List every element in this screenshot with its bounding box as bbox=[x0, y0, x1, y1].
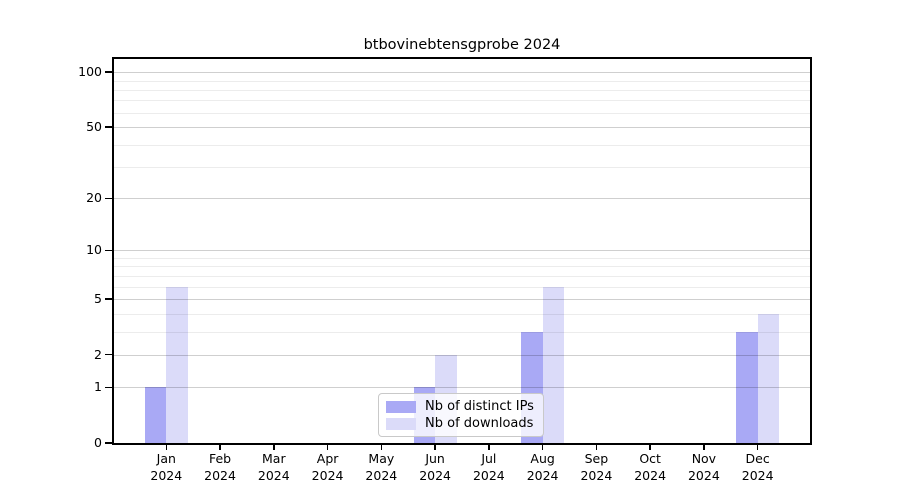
y-axis-tick bbox=[105, 126, 112, 128]
y-axis-tick bbox=[105, 353, 112, 356]
x-tick-label: Sep 2024 bbox=[580, 451, 613, 483]
chart-title: btbovinebtensgprobe 2024 bbox=[363, 37, 561, 53]
bar-aug-downloads bbox=[542, 286, 565, 443]
legend-label-distinct-ips: Nb of distinct IPs bbox=[425, 399, 534, 414]
x-tick-label: Feb 2024 bbox=[204, 451, 236, 483]
bar-dec-downloads bbox=[757, 313, 780, 443]
legend-swatch-downloads-icon bbox=[386, 417, 416, 430]
x-axis-tick bbox=[380, 445, 383, 450]
major-gridline bbox=[114, 299, 810, 301]
x-axis-tick bbox=[541, 445, 544, 450]
minor-gridline bbox=[114, 286, 810, 288]
y-tick-label: 10 bbox=[86, 242, 102, 258]
x-tick-label: Nov 2024 bbox=[687, 451, 720, 483]
x-tick-label: Dec 2024 bbox=[741, 451, 774, 483]
legend-swatch-distinct-ips-icon bbox=[386, 400, 416, 413]
minor-gridline bbox=[114, 331, 810, 333]
x-axis-tick bbox=[273, 445, 275, 450]
minor-gridline bbox=[114, 112, 810, 114]
bar-jan-downloads bbox=[166, 286, 188, 443]
y-tick-label: 5 bbox=[94, 291, 102, 307]
x-tick-label: Oct 2024 bbox=[634, 451, 667, 483]
x-axis-tick bbox=[703, 445, 705, 450]
x-tick-label: Jan 2024 bbox=[150, 451, 183, 483]
y-tick-label: 1 bbox=[94, 379, 102, 395]
y-axis-tick bbox=[105, 249, 112, 252]
bar-dec-distinct-ips bbox=[736, 331, 758, 443]
major-gridline bbox=[114, 250, 810, 252]
x-axis-tick bbox=[326, 445, 329, 450]
y-axis-tick bbox=[105, 386, 112, 389]
x-axis-tick bbox=[649, 445, 651, 450]
minor-gridline bbox=[114, 80, 810, 82]
major-gridline bbox=[114, 354, 810, 356]
minor-gridline bbox=[114, 275, 810, 277]
major-gridline bbox=[114, 127, 810, 129]
y-tick-label: 20 bbox=[86, 190, 102, 206]
y-axis-tick bbox=[105, 197, 112, 200]
minor-gridline bbox=[114, 144, 810, 146]
legend-label-downloads: Nb of downloads bbox=[425, 416, 534, 431]
x-tick-label: Aug 2024 bbox=[526, 451, 559, 483]
x-tick-label: Mar 2024 bbox=[257, 451, 290, 483]
x-axis-tick bbox=[595, 445, 598, 450]
x-axis-tick bbox=[219, 445, 221, 450]
y-axis-tick bbox=[105, 71, 112, 73]
x-tick-label: Apr 2024 bbox=[311, 451, 344, 483]
x-axis-tick bbox=[434, 445, 436, 450]
minor-gridline bbox=[114, 89, 810, 91]
minor-gridline bbox=[114, 167, 810, 169]
x-axis-tick bbox=[756, 445, 759, 450]
major-gridline bbox=[114, 387, 810, 389]
y-tick-label: 2 bbox=[94, 346, 102, 362]
x-axis-tick bbox=[165, 445, 168, 450]
minor-gridline bbox=[114, 266, 810, 268]
minor-gridline bbox=[114, 100, 810, 102]
minor-gridline bbox=[114, 313, 810, 315]
x-tick-label: Jun 2024 bbox=[419, 451, 451, 483]
minor-gridline bbox=[114, 257, 810, 259]
y-axis-tick bbox=[105, 298, 112, 300]
y-tick-label: 50 bbox=[86, 119, 102, 135]
bar-jan-distinct-ips bbox=[144, 387, 167, 443]
legend: Nb of distinct IPs Nb of downloads bbox=[378, 393, 544, 437]
major-gridline bbox=[114, 72, 810, 74]
legend-item-downloads: Nb of downloads bbox=[386, 416, 536, 431]
legend-item-distinct-ips: Nb of distinct IPs bbox=[386, 399, 536, 414]
y-axis-tick bbox=[105, 442, 112, 444]
x-tick-label: Jul 2024 bbox=[472, 451, 505, 483]
y-tick-label: 100 bbox=[78, 64, 102, 80]
x-axis-tick bbox=[488, 445, 490, 450]
y-tick-label: 0 bbox=[94, 435, 102, 450]
major-gridline bbox=[114, 198, 810, 200]
x-tick-label: May 2024 bbox=[365, 451, 398, 483]
